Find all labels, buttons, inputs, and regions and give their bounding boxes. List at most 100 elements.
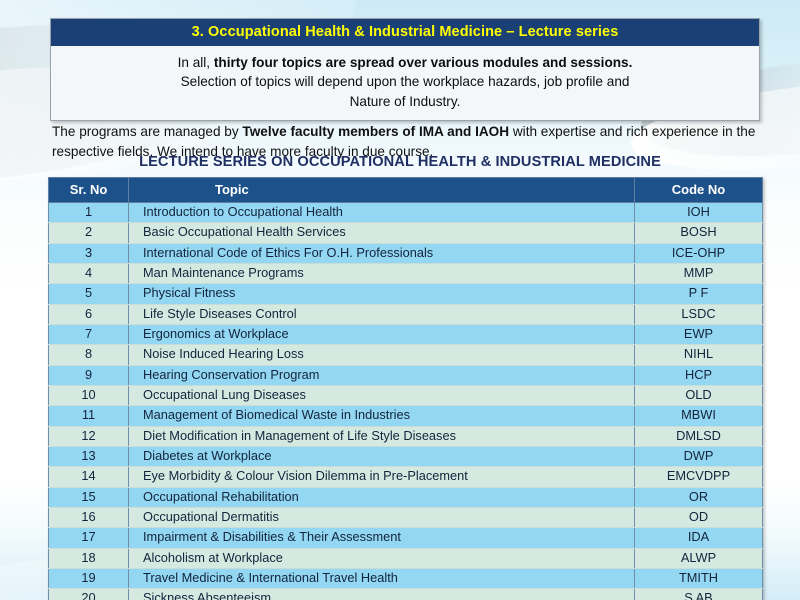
- cell-code-no: IDA: [634, 527, 763, 549]
- table-row: 14 Eye Morbidity & Colour Vision Dilemma …: [48, 466, 763, 488]
- cell-sr-no: 3: [48, 242, 129, 264]
- cell-topic: Man Maintenance Programs: [128, 262, 635, 285]
- cell-sr-no: 13: [48, 445, 129, 468]
- cell-code-no: EMCVDPP: [634, 466, 763, 488]
- cell-sr-no: 19: [48, 567, 129, 590]
- cell-sr-no: 10: [48, 384, 129, 407]
- cell-topic: Eye Morbidity & Colour Vision Dilemma in…: [128, 466, 635, 488]
- intro-line-2: Selection of topics will depend upon the…: [180, 74, 630, 90]
- cell-topic: International Code of Ethics For O.H. Pr…: [128, 242, 635, 264]
- cell-sr-no: 14: [48, 466, 129, 488]
- cell-topic: Life Style Diseases Control: [128, 303, 635, 325]
- column-header-sr-no: Sr. No: [48, 177, 129, 203]
- cell-sr-no: 16: [48, 506, 129, 529]
- table-row: 5 Physical Fitness P F: [48, 283, 763, 305]
- table-row: 12 Diet Modification in Management of Lif…: [48, 425, 763, 447]
- table-row: 3 International Code of Ethics For O.H. P…: [48, 242, 763, 264]
- cell-topic: Diabetes at Workplace: [128, 445, 635, 468]
- table-row: 16 Occupational Dermatitis OD: [48, 506, 763, 529]
- intro-callout-box: 3. Occupational Health & Industrial Medi…: [50, 18, 760, 121]
- cell-code-no: S AB: [634, 588, 763, 600]
- cell-code-no: MMP: [634, 262, 763, 285]
- managed-part-1: The programs are managed by: [52, 123, 243, 139]
- cell-sr-no: 1: [48, 201, 129, 224]
- cell-sr-no: 12: [48, 425, 129, 447]
- cell-code-no: LSDC: [634, 303, 763, 325]
- cell-sr-no: 17: [48, 527, 129, 549]
- section-heading: LECTURE SERIES ON OCCUPATIONAL HEALTH & …: [139, 154, 661, 170]
- table-row: 10 Occupational Lung Diseases OLD: [48, 384, 763, 407]
- cell-topic: Occupational Dermatitis: [128, 506, 635, 529]
- cell-topic: Noise Induced Hearing Loss: [128, 344, 635, 366]
- cell-topic: Sickness Absenteeism: [128, 588, 635, 600]
- cell-sr-no: 7: [48, 323, 129, 346]
- cell-topic: Basic Occupational Health Services: [128, 222, 635, 244]
- table-row: 18 Alcoholism at Workplace ALWP: [48, 547, 763, 569]
- intro-title-text: 3. Occupational Health & Industrial Medi…: [191, 24, 619, 40]
- cell-code-no: DWP: [634, 445, 763, 468]
- cell-code-no: P F: [634, 283, 763, 305]
- managed-part-2: with expertise and rich experience in th…: [52, 123, 756, 159]
- cell-code-no: OLD: [634, 384, 763, 407]
- cell-sr-no: 11: [48, 405, 129, 427]
- cell-sr-no: 6: [48, 303, 129, 325]
- table-row: 15 Occupational Rehabilitation OR: [48, 486, 763, 508]
- cell-topic: Management of Biomedical Waste in Indust…: [128, 405, 635, 427]
- managed-by-paragraph: The programs are managed by Twelve facul…: [52, 122, 758, 162]
- table-row: 4 Man Maintenance Programs MMP: [48, 262, 763, 285]
- cell-topic: Ergonomics at Workplace: [128, 323, 635, 346]
- cell-code-no: DMLSD: [634, 425, 763, 447]
- cell-code-no: OD: [634, 506, 763, 529]
- intro-line-1: In all, thirty four topics are spread ov…: [75, 53, 735, 72]
- cell-topic: Occupational Rehabilitation: [128, 486, 635, 508]
- table-row: 20 Sickness Absenteeism S AB: [48, 588, 763, 600]
- cell-code-no: BOSH: [634, 222, 763, 244]
- cell-code-no: MBWI: [634, 405, 763, 427]
- table-row: 7 Ergonomics at Workplace EWP: [48, 323, 763, 346]
- cell-sr-no: 8: [48, 344, 129, 366]
- table-row: 19 Travel Medicine & International Travel…: [48, 567, 763, 590]
- column-header-code-no: Code No: [634, 177, 763, 203]
- cell-sr-no: 4: [48, 262, 129, 285]
- cell-sr-no: 5: [48, 283, 129, 305]
- cell-sr-no: 20: [48, 588, 129, 600]
- table-row: 13 Diabetes at Workplace DWP: [48, 445, 763, 468]
- cell-sr-no: 18: [48, 547, 129, 569]
- cell-topic: Diet Modification in Management of Life …: [128, 425, 635, 447]
- table-row: 2 Basic Occupational Health Services BOSH: [48, 222, 763, 244]
- cell-topic: Introduction to Occupational Health: [128, 201, 635, 224]
- cell-code-no: IOH: [634, 201, 763, 224]
- cell-topic: Alcoholism at Workplace: [128, 547, 635, 569]
- table-row: 17 Impairment & Disabilities & Their Asse…: [48, 527, 763, 549]
- cell-sr-no: 9: [48, 364, 129, 386]
- intro-line-1-plain: In all,: [177, 55, 214, 70]
- table-row: 11 Management of Biomedical Waste in Indu…: [48, 405, 763, 427]
- intro-line-3: Nature of Industry.: [349, 93, 461, 109]
- intro-title-bar: 3. Occupational Health & Industrial Medi…: [51, 19, 759, 46]
- cell-topic: Physical Fitness: [128, 283, 635, 305]
- table-row: 1 Introduction to Occupational Health IOH: [48, 201, 763, 224]
- table-header-row: Sr. No Topic Code No: [48, 177, 763, 203]
- managed-faculty-bold: Twelve faculty members of IMA and IAOH: [242, 123, 510, 139]
- table-row: 6 Life Style Diseases Control LSDC: [48, 303, 763, 325]
- cell-sr-no: 2: [48, 222, 129, 244]
- cell-code-no: EWP: [634, 323, 763, 346]
- table-body: 1 Introduction to Occupational Health IOH 2…: [48, 201, 763, 600]
- cell-code-no: NIHL: [634, 344, 763, 366]
- cell-code-no: OR: [634, 486, 763, 508]
- cell-topic: Impairment & Disabilities & Their Assess…: [128, 527, 635, 549]
- cell-code-no: ALWP: [634, 547, 763, 569]
- cell-code-no: TMITH: [634, 567, 763, 590]
- cell-code-no: ICE-OHP: [634, 242, 763, 264]
- lecture-series-table: Sr. No Topic Code No 1 Introduction to Oc…: [48, 177, 763, 600]
- cell-topic: Occupational Lung Diseases: [128, 384, 635, 407]
- cell-sr-no: 15: [48, 486, 129, 508]
- cell-topic: Travel Medicine & International Travel H…: [128, 567, 635, 590]
- cell-code-no: HCP: [634, 364, 763, 386]
- table-row: 9 Hearing Conservation Program HCP: [48, 364, 763, 386]
- table-row: 8 Noise Induced Hearing Loss NIHL: [48, 344, 763, 366]
- intro-line-1-bold: thirty four topics are spread over vario…: [213, 55, 633, 70]
- intro-body-text: In all, thirty four topics are spread ov…: [51, 46, 759, 120]
- column-header-topic: Topic: [128, 177, 635, 203]
